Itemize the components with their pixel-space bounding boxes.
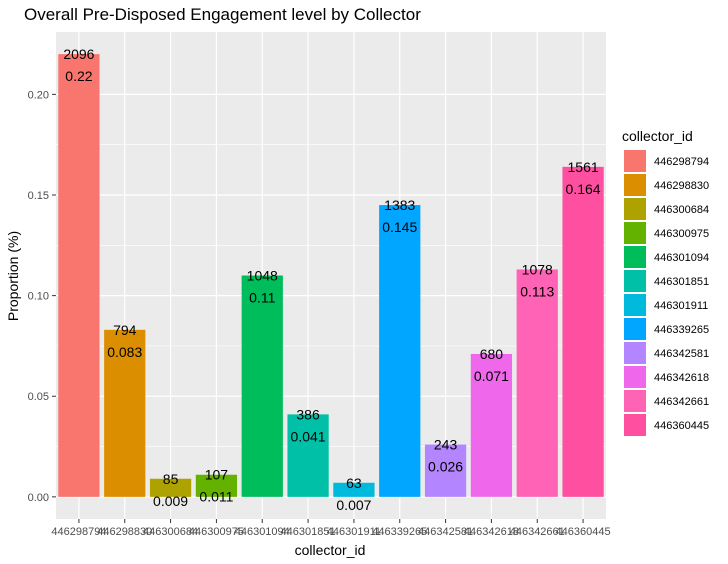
bar — [58, 54, 100, 497]
count-label: 680 — [480, 346, 504, 362]
legend-swatch — [624, 318, 646, 340]
x-axis: 4462987944462988304463006844463009754463… — [51, 519, 611, 538]
bar — [241, 275, 283, 497]
bars — [58, 54, 604, 497]
bar — [379, 205, 421, 497]
value-label: 0.083 — [107, 344, 142, 360]
count-label: 2096 — [63, 46, 94, 62]
x-axis-title: collector_id — [295, 542, 366, 558]
bar — [424, 444, 467, 497]
y-tick-label: 0.10 — [28, 291, 49, 303]
value-label: 0.011 — [199, 489, 233, 505]
legend-label: 446339265 — [654, 324, 709, 336]
legend-swatch — [624, 150, 646, 172]
value-label: 0.009 — [153, 493, 188, 509]
plot-panel — [56, 32, 606, 519]
chart-title: Overall Pre-Disposed Engagement level by… — [24, 5, 421, 24]
y-tick-label: 0.05 — [28, 391, 49, 403]
legend-swatch — [624, 198, 646, 220]
bar — [562, 166, 604, 497]
x-tick-label: 446360445 — [556, 526, 611, 538]
legend-swatch — [624, 390, 646, 412]
x-tick-label: 446300975 — [189, 526, 244, 538]
value-label: 0.22 — [65, 68, 92, 84]
legend-label: 446300684 — [654, 204, 709, 216]
count-label: 85 — [163, 471, 179, 487]
x-tick-label: 446342581 — [418, 526, 473, 538]
bar — [104, 329, 146, 497]
legend-label: 446342661 — [654, 396, 709, 408]
x-tick-label: 446301911 — [327, 526, 381, 538]
legend-label: 446298794 — [654, 156, 709, 168]
y-tick-label: 0.15 — [28, 190, 49, 202]
legend-title: collector_id — [622, 128, 693, 144]
x-tick-label: 446298830 — [97, 526, 152, 538]
value-label: 0.113 — [520, 283, 554, 299]
value-label: 0.164 — [566, 181, 601, 197]
legend-label: 446360445 — [654, 420, 709, 432]
legend-swatch — [624, 366, 646, 388]
count-label: 794 — [113, 322, 137, 338]
x-tick-label: 446300684 — [143, 526, 198, 538]
count-label: 1048 — [247, 268, 278, 284]
legend-swatch — [624, 294, 646, 316]
legend-swatch — [624, 222, 646, 244]
legend-swatch — [624, 342, 646, 364]
legend-label: 446301911 — [654, 300, 708, 312]
count-label: 1561 — [568, 159, 599, 175]
legend-swatch — [624, 174, 646, 196]
legend-label: 446301851 — [654, 276, 709, 288]
y-axis: 0.00 0.05 0.10 0.15 0.20 — [28, 89, 56, 504]
data-labels: 20960.227940.083850.0091070.01110480.113… — [63, 46, 600, 513]
count-label: 386 — [296, 406, 320, 422]
legend-swatch — [624, 270, 646, 292]
x-tick-label: 446298794 — [51, 526, 106, 538]
value-label: 0.11 — [249, 290, 275, 306]
legend-swatch — [624, 246, 646, 268]
legend-label: 446301094 — [654, 252, 709, 264]
x-tick-label: 446301851 — [281, 526, 336, 538]
legend-label: 446342618 — [654, 372, 709, 384]
value-label: 0.026 — [428, 459, 463, 475]
count-label: 243 — [434, 437, 458, 453]
count-label: 1078 — [522, 261, 553, 277]
bar — [470, 353, 513, 497]
count-label: 63 — [346, 475, 362, 491]
x-tick-label: 446342661 — [510, 526, 565, 538]
bar — [287, 414, 329, 497]
x-tick-label: 446339265 — [372, 526, 427, 538]
y-tick-label: 0.00 — [28, 492, 49, 504]
bar — [333, 482, 375, 497]
value-label: 0.071 — [474, 368, 509, 384]
legend-label: 446300975 — [654, 228, 709, 240]
value-label: 0.041 — [291, 428, 326, 444]
count-label: 1383 — [384, 197, 415, 213]
x-tick-label: 446301094 — [235, 526, 290, 538]
legend-label: 446298830 — [654, 180, 709, 192]
legend-swatch — [624, 414, 646, 436]
legend: collector_id 446298794 446298830 446300684… — [622, 128, 709, 436]
bar — [149, 478, 192, 497]
value-label: 0.145 — [382, 219, 417, 235]
y-tick-label: 0.20 — [28, 89, 49, 101]
bar — [195, 474, 238, 497]
value-label: 0.007 — [336, 497, 371, 513]
x-tick-label: 446342618 — [464, 526, 519, 538]
y-axis-title: Proportion (%) — [5, 231, 21, 321]
legend-label: 446342581 — [654, 348, 709, 360]
count-label: 107 — [205, 467, 229, 483]
bar — [516, 269, 558, 497]
